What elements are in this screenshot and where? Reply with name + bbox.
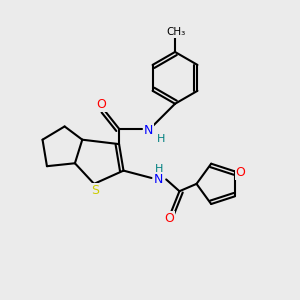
Text: H: H bbox=[154, 164, 163, 173]
Text: CH₃: CH₃ bbox=[166, 27, 185, 37]
Text: O: O bbox=[235, 167, 245, 179]
Text: S: S bbox=[91, 184, 99, 197]
Text: N: N bbox=[154, 173, 164, 186]
Text: O: O bbox=[164, 212, 174, 225]
Text: H: H bbox=[157, 134, 165, 144]
Text: N: N bbox=[144, 124, 153, 137]
Text: O: O bbox=[97, 98, 106, 111]
